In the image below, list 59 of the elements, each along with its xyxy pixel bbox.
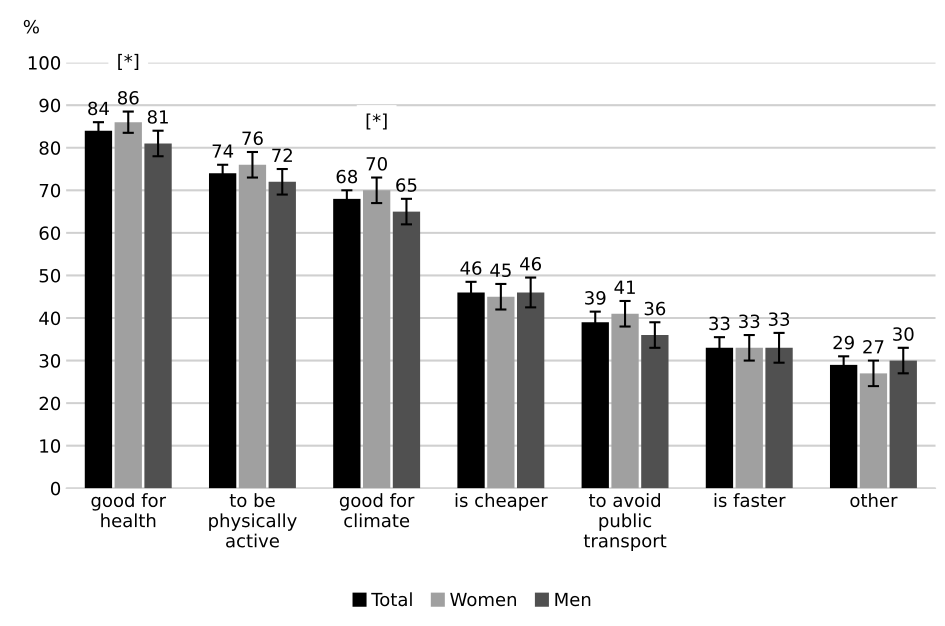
data-label: 33 — [739, 314, 760, 328]
y-tick-label: 10 — [40, 439, 60, 453]
bar — [516, 292, 544, 488]
legend-label: Women — [450, 592, 516, 606]
data-label: 86 — [118, 90, 139, 105]
bar — [641, 335, 669, 488]
y-tick-label: 80 — [40, 141, 60, 155]
bar — [890, 360, 917, 488]
x-tick-label: good for health — [91, 493, 166, 528]
bar — [765, 348, 793, 488]
x-tick-label: is cheaper — [456, 493, 548, 511]
data-label: 81 — [148, 110, 168, 124]
data-label: 65 — [396, 178, 416, 192]
data-label: 46 — [460, 261, 482, 275]
x-tick-label: good for climate — [340, 493, 414, 528]
y-tick-label: 50 — [40, 268, 60, 283]
y-tick-label: 60 — [40, 226, 60, 240]
legend-label: Men — [555, 592, 590, 606]
annotation: [*] — [118, 54, 138, 70]
x-tick-label: to avoid public transport — [584, 493, 666, 552]
bar — [736, 348, 763, 488]
y-axis-title: % — [24, 20, 39, 34]
y-tick-label: 30 — [40, 354, 60, 368]
x-tick-label: to be physically active — [209, 493, 297, 548]
y-tick-label: 0 — [50, 482, 60, 496]
y-tick-label: 40 — [39, 311, 60, 326]
data-label: 84 — [88, 102, 109, 116]
y-tick-label: 90 — [39, 98, 60, 112]
data-label: 68 — [336, 170, 358, 184]
data-label: 39 — [585, 291, 606, 305]
y-tick-label: 20 — [40, 396, 60, 410]
y-tick-label: 70 — [40, 184, 60, 198]
data-label: 27 — [863, 340, 884, 354]
data-label: 46 — [520, 257, 542, 271]
bar — [238, 164, 266, 488]
data-label: 45 — [490, 264, 511, 278]
data-label: 72 — [272, 148, 292, 162]
x-tick-label: is faster — [714, 493, 786, 508]
data-label: 70 — [366, 156, 387, 171]
bar — [114, 122, 142, 488]
y-tick-label: 100 — [28, 56, 60, 70]
legend-label: Total — [371, 592, 412, 606]
bar — [144, 143, 172, 488]
annotation: [*] — [366, 113, 387, 130]
data-label: 29 — [833, 336, 854, 350]
bar — [392, 212, 420, 488]
x-tick-label: other — [850, 493, 898, 508]
data-label: 36 — [644, 302, 666, 316]
bar — [611, 314, 639, 488]
data-label: 33 — [709, 316, 730, 330]
data-label: 33 — [768, 312, 790, 326]
data-label: 74 — [212, 144, 234, 158]
bar — [268, 182, 296, 488]
bar — [487, 296, 515, 488]
bar — [362, 190, 390, 488]
bar — [860, 373, 888, 488]
data-label: 41 — [614, 280, 635, 294]
data-label: 30 — [893, 327, 914, 341]
data-label: 76 — [242, 131, 263, 146]
